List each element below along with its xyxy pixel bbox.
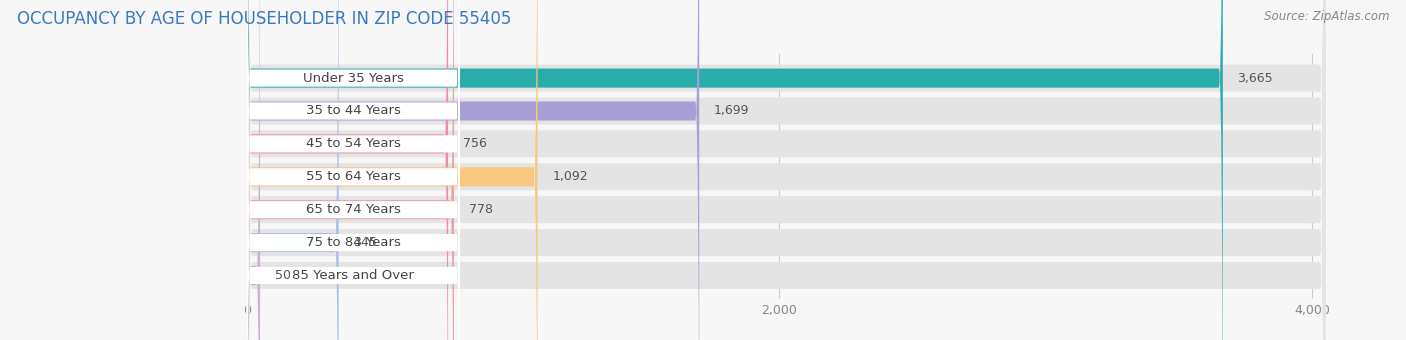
FancyBboxPatch shape (246, 0, 460, 340)
Text: 50: 50 (274, 269, 291, 282)
Text: 778: 778 (468, 203, 492, 216)
Text: Under 35 Years: Under 35 Years (302, 72, 404, 85)
FancyBboxPatch shape (246, 0, 454, 340)
Text: 756: 756 (463, 137, 486, 150)
FancyBboxPatch shape (246, 0, 1223, 340)
FancyBboxPatch shape (246, 0, 460, 340)
FancyBboxPatch shape (246, 0, 1326, 340)
FancyBboxPatch shape (246, 0, 260, 340)
Text: Source: ZipAtlas.com: Source: ZipAtlas.com (1264, 10, 1389, 23)
FancyBboxPatch shape (246, 0, 1326, 340)
Text: 65 to 74 Years: 65 to 74 Years (307, 203, 401, 216)
Text: 55 to 64 Years: 55 to 64 Years (307, 170, 401, 183)
FancyBboxPatch shape (246, 0, 1326, 340)
Text: 1,092: 1,092 (553, 170, 588, 183)
FancyBboxPatch shape (246, 0, 1326, 340)
Text: OCCUPANCY BY AGE OF HOUSEHOLDER IN ZIP CODE 55405: OCCUPANCY BY AGE OF HOUSEHOLDER IN ZIP C… (17, 10, 512, 28)
FancyBboxPatch shape (246, 0, 460, 340)
Text: 345: 345 (353, 236, 377, 249)
FancyBboxPatch shape (246, 0, 699, 340)
FancyBboxPatch shape (246, 0, 1326, 340)
Text: 35 to 44 Years: 35 to 44 Years (307, 104, 401, 118)
FancyBboxPatch shape (246, 0, 460, 340)
FancyBboxPatch shape (246, 0, 460, 340)
Text: 75 to 84 Years: 75 to 84 Years (307, 236, 401, 249)
FancyBboxPatch shape (246, 0, 460, 340)
Text: 3,665: 3,665 (1237, 72, 1272, 85)
FancyBboxPatch shape (246, 0, 1326, 340)
FancyBboxPatch shape (246, 0, 1326, 340)
FancyBboxPatch shape (246, 0, 449, 340)
Text: 85 Years and Over: 85 Years and Over (292, 269, 415, 282)
FancyBboxPatch shape (246, 0, 537, 340)
Text: 45 to 54 Years: 45 to 54 Years (307, 137, 401, 150)
FancyBboxPatch shape (246, 0, 339, 340)
FancyBboxPatch shape (246, 0, 460, 340)
Text: 1,699: 1,699 (714, 104, 749, 118)
